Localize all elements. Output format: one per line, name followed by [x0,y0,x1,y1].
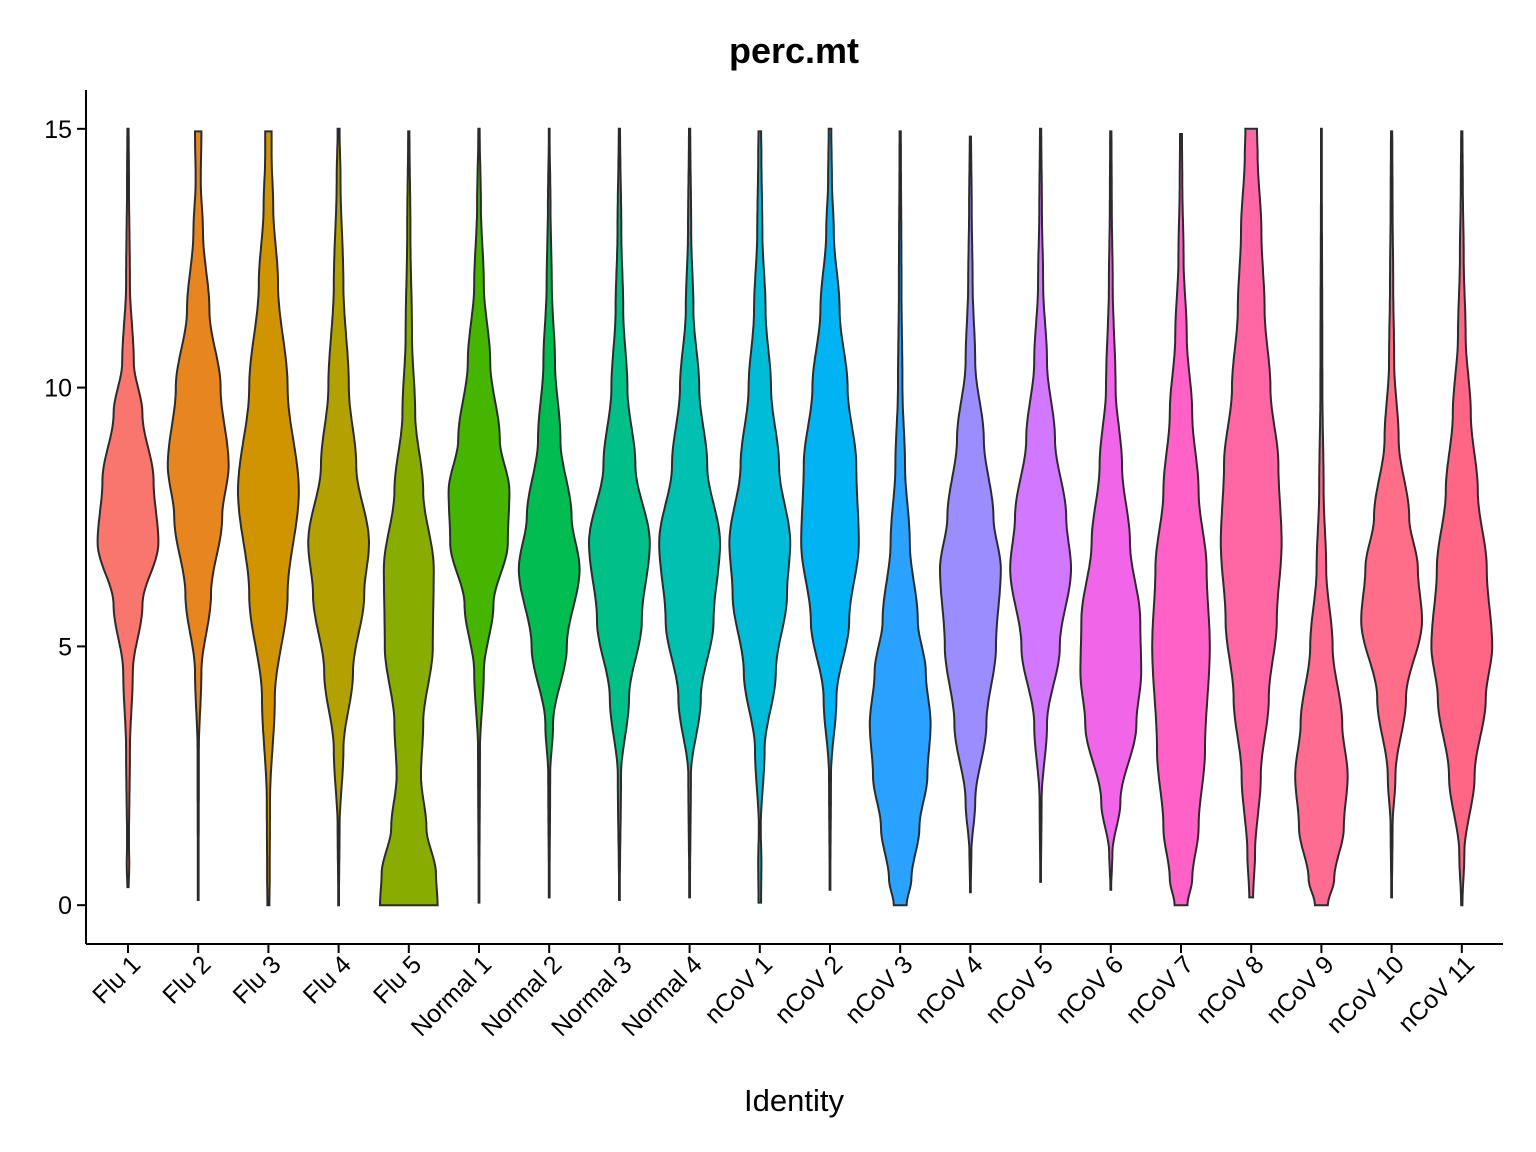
violin-ncov-10 [1360,130,1424,899]
violin-flu-3 [237,130,300,907]
violin-normal-2 [517,127,581,899]
x-tick-label: nCoV 10 [1321,950,1410,1039]
y-tick-label: 10 [44,375,72,403]
violin-flu-4 [307,127,371,907]
y-tick-label: 5 [58,633,72,661]
violin-ncov-8 [1219,127,1283,899]
x-tick-label: nCoV 2 [769,950,848,1029]
x-tick-label: nCoV 3 [840,950,919,1029]
violin-ncov-6 [1079,130,1143,891]
x-tick-label: nCoV 1 [699,950,778,1029]
x-tick-label: nCoV 4 [910,950,989,1029]
violin-normal-4 [658,127,721,899]
x-tick-label: nCoV 8 [1191,950,1270,1029]
violin-ncov-9 [1294,127,1349,907]
x-tick-label: Flu 3 [228,950,287,1009]
x-tick-label: nCoV 6 [1050,950,1129,1029]
y-tick-label: 0 [58,892,72,920]
violin-flu-1 [96,127,160,889]
x-tick-label: Flu 2 [157,950,216,1009]
violin-ncov-4 [939,135,1002,894]
x-tick-label: Flu 5 [368,950,427,1009]
violin-ncov-11 [1430,130,1494,907]
x-tick-label: nCoV 7 [1120,950,1199,1029]
violin-ncov-3 [868,130,932,907]
violin-flu-2 [166,130,230,901]
violin-flu-5 [378,130,439,907]
x-tick-label: Flu 1 [87,950,146,1009]
x-tick-label: nCoV 11 [1393,950,1480,1037]
violin-ncov-2 [800,127,860,891]
violin-normal-1 [447,127,511,904]
y-tick-label: 15 [44,116,72,144]
x-tick-label: Flu 4 [298,950,357,1009]
violin-ncov-5 [1009,127,1072,883]
x-axis-title: Identity [744,1083,844,1118]
violin-normal-3 [587,127,651,901]
chart-title: perc.mt [729,30,859,71]
violin-ncov-1 [728,130,792,904]
x-tick-label: nCoV 5 [980,950,1059,1029]
violin-ncov-7 [1151,133,1211,907]
y-axis: 0 5 10 15 [44,90,87,944]
violin-group [96,127,1494,907]
